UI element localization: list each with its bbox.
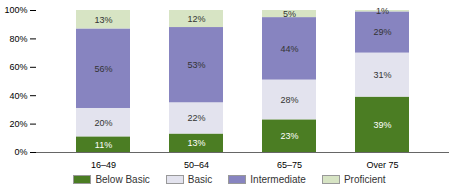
svg-text:60%: 60%: [9, 62, 27, 72]
html-text:Basic: Basic: [187, 174, 213, 185]
html-text:Intermediate: Intermediate: [250, 174, 306, 185]
html-text:Below Basic: Below Basic: [95, 174, 150, 185]
svg-text:Over 75: Over 75: [366, 160, 398, 170]
svg-text:5%: 5%: [283, 9, 296, 19]
svg-text:28%: 28%: [280, 95, 298, 105]
svg-text:11%: 11%: [95, 140, 112, 150]
svg-text:16–49: 16–49: [91, 160, 116, 170]
svg-text:80%: 80%: [9, 34, 27, 44]
svg-text:29%: 29%: [373, 27, 391, 37]
svg-text:50–64: 50–64: [184, 160, 209, 170]
html-text:Proficient: Proficient: [343, 174, 386, 185]
svg-text:23%: 23%: [280, 131, 298, 141]
svg-text:12%: 12%: [187, 14, 205, 24]
svg-text:13%: 13%: [187, 138, 205, 148]
svg-text:56%: 56%: [94, 64, 112, 74]
svg-text:39%: 39%: [373, 120, 391, 130]
svg-text:20%: 20%: [9, 119, 27, 129]
svg-text:13%: 13%: [94, 15, 112, 25]
svg-text:31%: 31%: [373, 70, 391, 80]
svg-text:53%: 53%: [187, 60, 205, 70]
svg-text:1%: 1%: [376, 6, 389, 16]
svg-text:40%: 40%: [9, 91, 27, 101]
svg-text:22%: 22%: [187, 113, 205, 123]
svg-text:44%: 44%: [280, 44, 298, 54]
svg-text:20%: 20%: [94, 118, 112, 128]
svg-text:0%: 0%: [14, 147, 27, 157]
svg-text:100%: 100%: [4, 5, 27, 15]
svg-text:65–75: 65–75: [277, 160, 302, 170]
